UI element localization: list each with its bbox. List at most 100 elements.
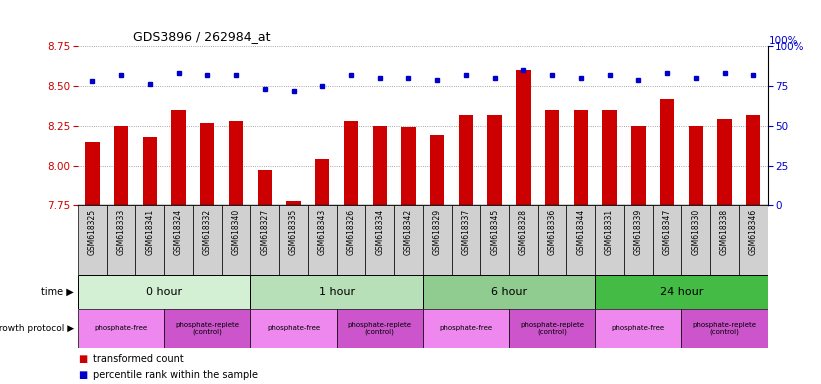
Text: GSM618324: GSM618324 <box>174 209 183 255</box>
Text: phosphate-free: phosphate-free <box>439 325 493 331</box>
Text: GSM618343: GSM618343 <box>318 209 327 255</box>
FancyBboxPatch shape <box>566 205 595 275</box>
Text: GSM618346: GSM618346 <box>749 209 758 255</box>
Text: GDS3896 / 262984_at: GDS3896 / 262984_at <box>133 30 271 43</box>
FancyBboxPatch shape <box>78 205 107 275</box>
Text: GSM618330: GSM618330 <box>691 209 700 255</box>
Bar <box>430 135 444 205</box>
FancyBboxPatch shape <box>164 205 193 275</box>
FancyBboxPatch shape <box>308 205 337 275</box>
FancyBboxPatch shape <box>624 205 653 275</box>
Text: GSM618332: GSM618332 <box>203 209 212 255</box>
Text: phosphate-replete
(control): phosphate-replete (control) <box>176 321 239 335</box>
FancyBboxPatch shape <box>595 275 768 309</box>
FancyBboxPatch shape <box>279 205 308 275</box>
Bar <box>631 126 645 205</box>
FancyBboxPatch shape <box>423 309 509 348</box>
Text: GSM618329: GSM618329 <box>433 209 442 255</box>
Bar <box>85 142 99 205</box>
FancyBboxPatch shape <box>423 275 595 309</box>
Bar <box>114 126 128 205</box>
FancyBboxPatch shape <box>681 205 710 275</box>
Text: 1 hour: 1 hour <box>319 287 355 297</box>
Bar <box>718 119 732 205</box>
Text: ■: ■ <box>78 354 87 364</box>
Bar <box>689 126 703 205</box>
FancyBboxPatch shape <box>222 205 250 275</box>
Text: GSM618344: GSM618344 <box>576 209 585 255</box>
Text: transformed count: transformed count <box>93 354 184 364</box>
Text: GSM618327: GSM618327 <box>260 209 269 255</box>
FancyBboxPatch shape <box>394 205 423 275</box>
Text: phosphate-replete
(control): phosphate-replete (control) <box>348 321 411 335</box>
FancyBboxPatch shape <box>164 309 250 348</box>
FancyBboxPatch shape <box>78 309 164 348</box>
Text: phosphate-free: phosphate-free <box>612 325 665 331</box>
Bar <box>459 114 473 205</box>
Bar <box>143 137 157 205</box>
Bar <box>603 110 617 205</box>
FancyBboxPatch shape <box>107 205 135 275</box>
FancyBboxPatch shape <box>423 205 452 275</box>
FancyBboxPatch shape <box>595 309 681 348</box>
FancyBboxPatch shape <box>250 205 279 275</box>
Text: 0 hour: 0 hour <box>146 287 182 297</box>
FancyBboxPatch shape <box>337 205 365 275</box>
Text: GSM618326: GSM618326 <box>346 209 355 255</box>
Bar <box>172 110 186 205</box>
Text: phosphate-free: phosphate-free <box>267 325 320 331</box>
Text: GSM618331: GSM618331 <box>605 209 614 255</box>
FancyBboxPatch shape <box>595 205 624 275</box>
Text: GSM618334: GSM618334 <box>375 209 384 255</box>
FancyBboxPatch shape <box>250 275 423 309</box>
Text: GSM618341: GSM618341 <box>145 209 154 255</box>
Text: 24 hour: 24 hour <box>660 287 703 297</box>
FancyBboxPatch shape <box>337 309 423 348</box>
Text: GSM618337: GSM618337 <box>461 209 470 255</box>
Bar <box>229 121 243 205</box>
Bar <box>516 70 530 205</box>
FancyBboxPatch shape <box>250 309 337 348</box>
Bar <box>401 127 415 205</box>
Text: growth protocol ▶: growth protocol ▶ <box>0 324 74 333</box>
Bar <box>660 99 674 205</box>
FancyBboxPatch shape <box>193 205 222 275</box>
Text: ■: ■ <box>78 370 87 380</box>
FancyBboxPatch shape <box>509 309 595 348</box>
FancyBboxPatch shape <box>78 275 250 309</box>
Bar <box>258 170 272 205</box>
FancyBboxPatch shape <box>653 205 681 275</box>
Text: phosphate-free: phosphate-free <box>94 325 148 331</box>
Bar <box>287 201 300 205</box>
Text: 6 hour: 6 hour <box>491 287 527 297</box>
Bar <box>545 110 559 205</box>
Text: GSM618339: GSM618339 <box>634 209 643 255</box>
Text: time ▶: time ▶ <box>41 287 74 297</box>
Bar <box>344 121 358 205</box>
Text: GSM618328: GSM618328 <box>519 209 528 255</box>
Text: GSM618338: GSM618338 <box>720 209 729 255</box>
Text: percentile rank within the sample: percentile rank within the sample <box>93 370 258 380</box>
FancyBboxPatch shape <box>480 205 509 275</box>
FancyBboxPatch shape <box>509 205 538 275</box>
Text: GSM618342: GSM618342 <box>404 209 413 255</box>
Text: GSM618336: GSM618336 <box>548 209 557 255</box>
FancyBboxPatch shape <box>681 309 768 348</box>
FancyBboxPatch shape <box>135 205 164 275</box>
Text: GSM618335: GSM618335 <box>289 209 298 255</box>
Text: GSM618325: GSM618325 <box>88 209 97 255</box>
Bar <box>315 159 329 205</box>
FancyBboxPatch shape <box>538 205 566 275</box>
Text: 100%: 100% <box>769 36 799 46</box>
Text: GSM618333: GSM618333 <box>117 209 126 255</box>
Bar <box>373 126 387 205</box>
FancyBboxPatch shape <box>452 205 480 275</box>
Bar <box>200 122 214 205</box>
Bar <box>488 114 502 205</box>
Bar <box>574 110 588 205</box>
FancyBboxPatch shape <box>710 205 739 275</box>
FancyBboxPatch shape <box>739 205 768 275</box>
Bar <box>746 114 760 205</box>
Text: phosphate-replete
(control): phosphate-replete (control) <box>693 321 756 335</box>
FancyBboxPatch shape <box>365 205 394 275</box>
